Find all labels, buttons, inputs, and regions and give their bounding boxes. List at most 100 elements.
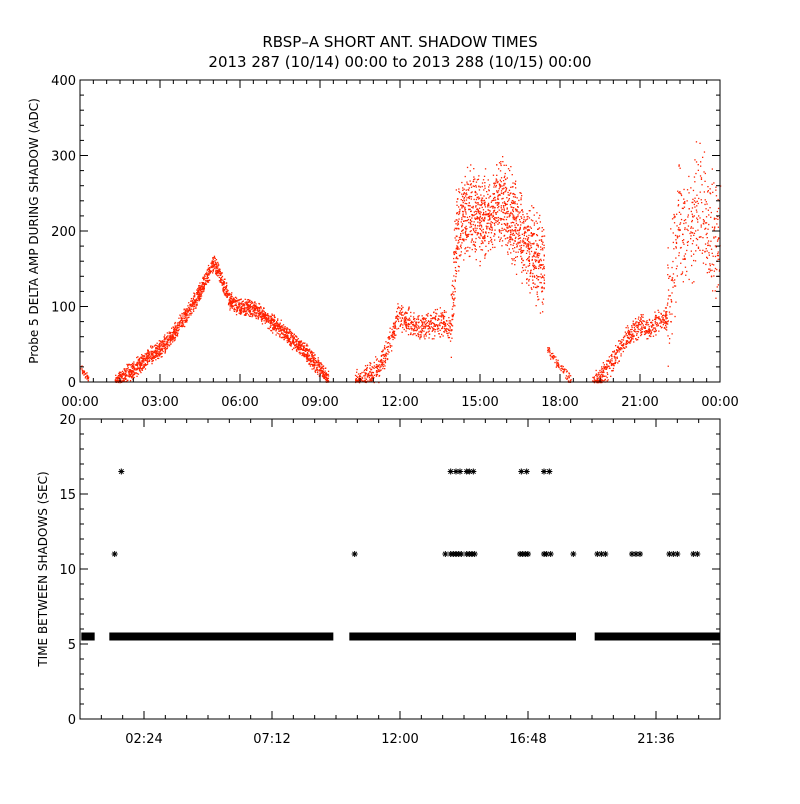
data-point [302,353,304,356]
data-point [479,228,482,230]
data-point [375,356,377,358]
data-point [618,360,620,362]
data-point [692,215,694,217]
data-point [186,314,188,316]
data-point [456,212,458,214]
data-point [500,232,502,234]
data-point [249,315,251,317]
data-point [600,368,603,370]
data-point [519,228,521,231]
data-point [382,367,384,370]
data-point [702,219,705,221]
data-point [173,330,175,332]
data-point [385,341,387,343]
data-point [461,204,463,206]
data-point [474,178,476,180]
data-point [509,226,512,228]
data-point [356,379,358,382]
data-point [326,374,328,376]
data-point [231,306,233,308]
data-point [552,358,554,360]
data-point [164,349,166,351]
data-point [156,352,158,354]
data-point [306,360,308,362]
data-point [616,357,618,359]
data-point [407,324,409,326]
data-point [709,263,711,265]
data-point [425,325,427,327]
data-point [475,184,477,187]
data-point [454,267,457,269]
data-point [660,320,663,323]
data-point [231,305,233,307]
data-point [404,322,406,324]
data-point [463,188,465,190]
data-point [380,361,382,363]
data-point [667,323,669,325]
data-point [245,310,247,312]
data-point [315,359,317,362]
data-point [654,321,656,323]
data-point [235,307,238,309]
data-point [668,275,671,278]
data-point [268,315,270,317]
data-point [182,317,184,319]
data-point [132,374,135,376]
data-point [679,247,682,249]
data-point [495,202,497,204]
data-point [422,325,424,327]
data-point [283,336,285,339]
data-point [519,219,521,221]
data-point [490,201,492,203]
data-point [707,228,709,230]
data-point [530,232,532,235]
data-point [117,376,119,378]
data-point [638,328,640,331]
data-point [648,335,651,337]
data-point [159,342,161,345]
data-point [274,316,276,318]
data-point [160,356,162,358]
data-point [276,324,278,326]
data-point [566,370,568,372]
data-point [279,323,281,325]
data-point [308,363,310,365]
data-point [525,266,527,268]
data-point [542,268,544,270]
data-point [672,280,674,282]
data-point [297,348,300,350]
data-point [512,202,514,204]
data-point [206,271,208,273]
data-point [681,207,684,209]
data-point [634,318,637,320]
data-point [162,350,164,353]
data-point [464,216,466,218]
data-point [492,214,494,216]
data-point [488,184,491,186]
data-point [533,255,535,258]
data-point [119,374,121,376]
data-point [523,243,525,245]
data-point [143,365,145,367]
data-point [231,301,234,303]
data-point [240,313,242,315]
data-point [704,243,707,245]
data-point [513,216,515,219]
data-point [501,240,504,242]
data-point [284,335,286,337]
data-point [258,310,261,312]
data-point [535,240,537,242]
data-point [669,306,671,308]
data-point [222,282,224,284]
data-point [301,354,303,357]
data-point [370,373,372,376]
data-point [400,324,402,326]
data-point [124,370,126,372]
data-point [201,288,204,290]
data-point [207,281,210,283]
data-point [281,326,283,328]
data-point [703,223,705,225]
data-point [174,333,176,335]
data-point [392,336,395,338]
data-point [447,328,449,330]
